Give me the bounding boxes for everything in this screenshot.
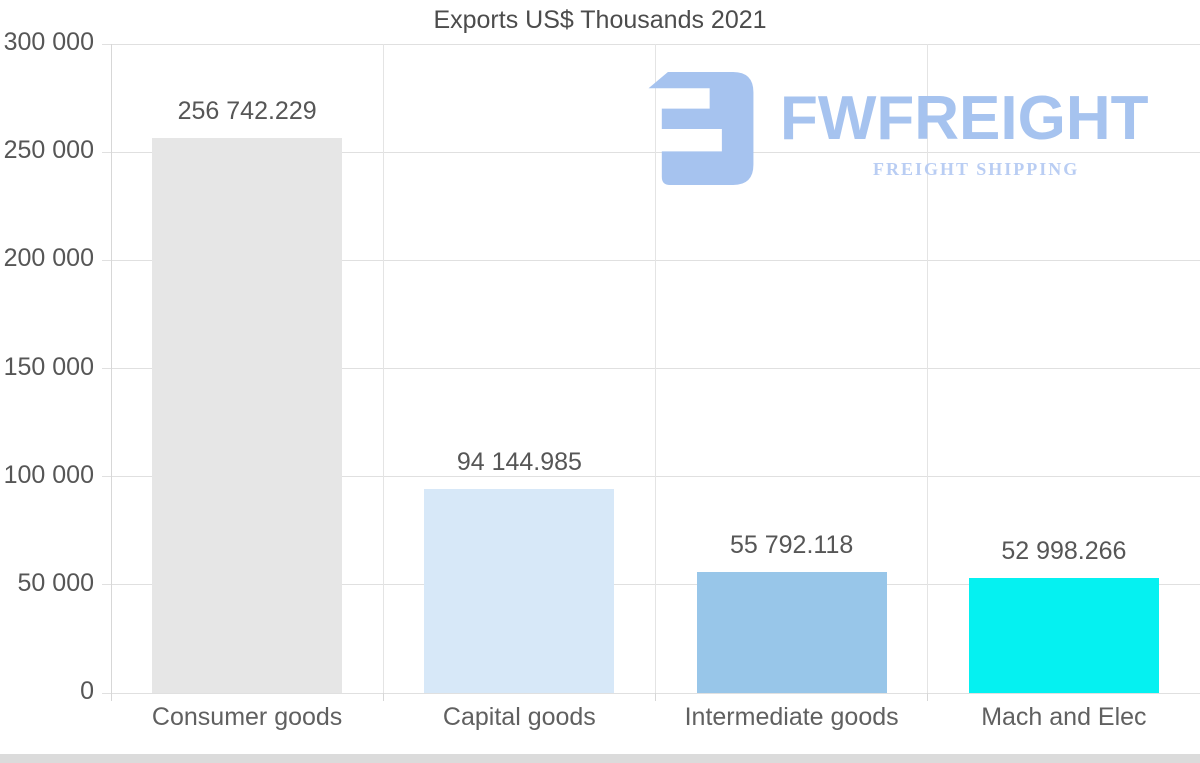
gridline-horizontal: [102, 43, 1200, 45]
bar-value-label: 55 792.118: [729, 531, 854, 560]
y-tick-label: 150 000: [3, 352, 94, 381]
x-axis-tick: [655, 693, 656, 701]
y-axis-line: [111, 44, 112, 701]
gridline-horizontal: [102, 151, 1200, 153]
x-category-label: Capital goods: [442, 703, 596, 731]
bar-consumer-goods: [152, 137, 343, 693]
chart-title: Exports US$ Thousands 2021: [433, 6, 767, 34]
x-category-label: Intermediate goods: [684, 703, 899, 731]
bar-value-label: 256 742.229: [177, 96, 317, 125]
y-tick-label: 300 000: [3, 28, 94, 56]
bar-intermediate-goods: [696, 572, 887, 693]
bar-mach-and-elec: [968, 578, 1159, 693]
brand-tagline: FREIGHT SHIPPING: [873, 159, 1080, 179]
bottom-strip: [0, 754, 1200, 763]
bar-value-label: 52 998.266: [1001, 537, 1127, 566]
y-tick-label: 0: [80, 677, 94, 705]
grid-separator-vertical: [927, 44, 929, 693]
gridline-horizontal: [102, 259, 1200, 261]
y-tick-label: 250 000: [3, 136, 94, 165]
gridline-horizontal: [102, 476, 1200, 478]
x-axis-tick: [927, 693, 929, 701]
x-category-label: Consumer goods: [151, 703, 343, 731]
gridline-horizontal: [102, 692, 1200, 694]
x-category-label: Mach and Elec: [981, 703, 1147, 731]
bar-capital-goods: [424, 489, 615, 693]
y-tick-label: 50 000: [17, 568, 94, 597]
grid-separator-vertical: [655, 44, 656, 693]
brand-logo: FWFREIGHT FREIGHT SHIPPING: [645, 72, 1165, 192]
plot-area: 0 50 000 100 000 150 000 200 000 250 000 300 0…: [4, 28, 1200, 731]
x-axis-tick: [382, 693, 384, 701]
brand-wordmark: FWFREIGHT: [780, 84, 1149, 153]
bar-value-label: 94 144.985: [456, 448, 582, 477]
gridline-horizontal: [102, 368, 1200, 369]
gridline-horizontal: [102, 584, 1200, 586]
brand-logo-icon: [648, 72, 754, 185]
y-tick-label: 100 000: [3, 460, 94, 489]
y-tick-label: 200 000: [3, 244, 94, 273]
grid-separator-vertical: [382, 44, 384, 693]
